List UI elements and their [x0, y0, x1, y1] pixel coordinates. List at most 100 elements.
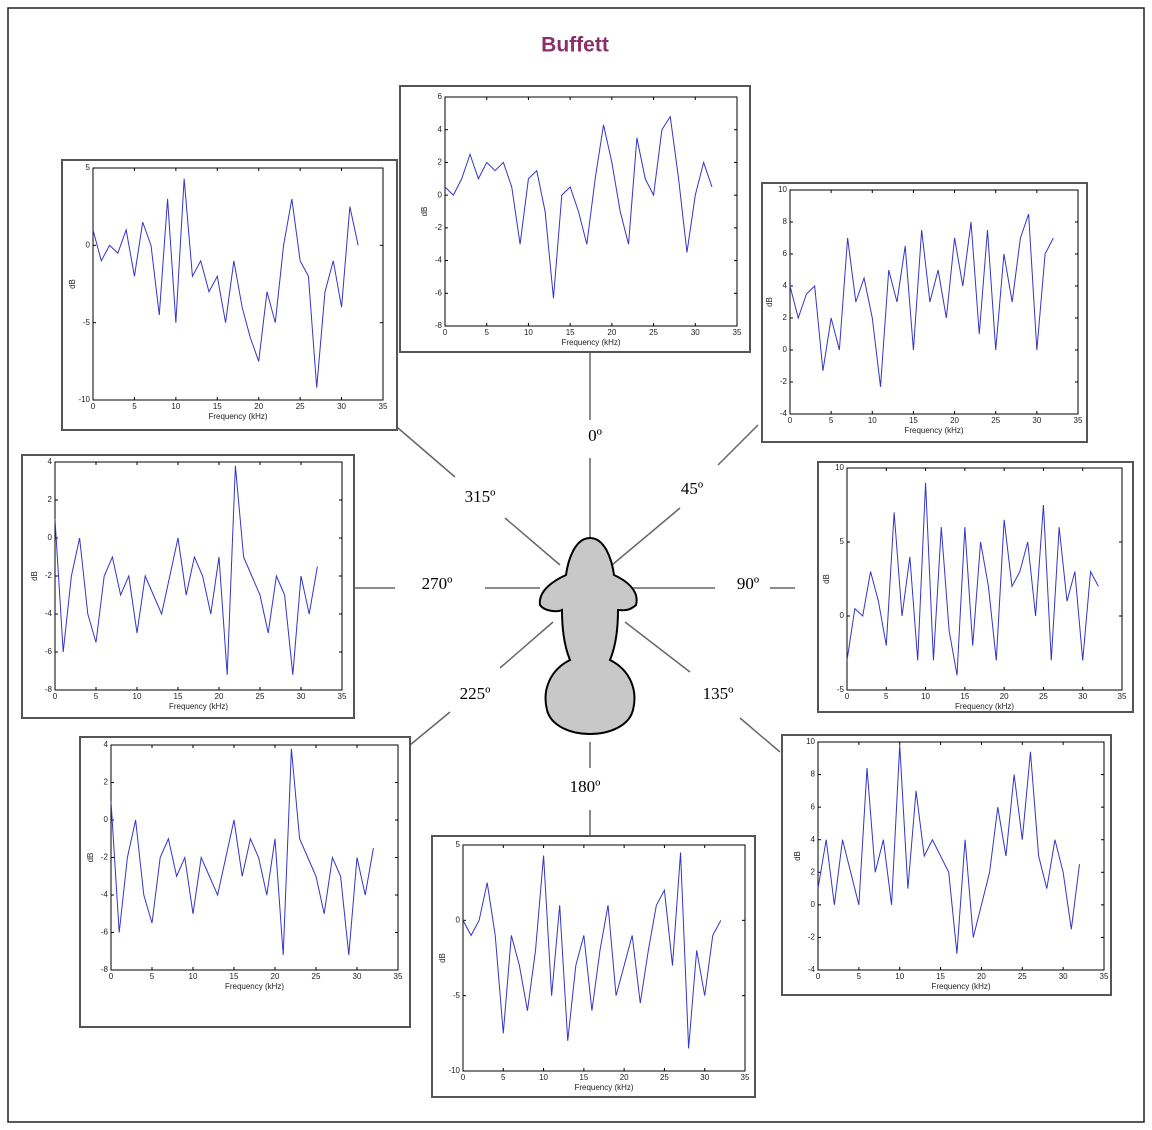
- y-tick-label: -5: [837, 685, 845, 694]
- x-tick-label: 15: [960, 692, 969, 701]
- spectrum-chart: 0 5 10 15 20 25 30 35 -10 -5 0 5 Frequency (kHz) dB: [431, 835, 756, 1098]
- y-tick-label: 0: [438, 190, 443, 199]
- y-tick-label: -2: [808, 933, 816, 942]
- y-tick-label: -5: [83, 318, 91, 327]
- x-tick-label: 0: [845, 692, 850, 701]
- plot-area: [846, 467, 1123, 691]
- direction-label: 90º: [737, 574, 759, 593]
- spectrum-chart: 0 5 10 15 20 25 30 35 -4 -2 0 2 4 6 8 10 Frequency (kHz)…: [761, 182, 1088, 443]
- spectrum-chart: 0 5 10 15 20 25 30 35 -8 -6 -4 -2 0 2 4 6 Frequency (kHz…: [399, 85, 751, 353]
- y-tick-label: 2: [48, 495, 53, 504]
- radial-line: [504, 517, 561, 566]
- x-tick-label: 15: [213, 402, 222, 411]
- x-tick-label: 10: [921, 692, 930, 701]
- y-axis-label: dB: [86, 853, 95, 863]
- y-tick-label: -6: [45, 647, 53, 656]
- y-tick-label: 4: [438, 125, 443, 134]
- x-tick-label: 0: [443, 328, 448, 337]
- direction-label: 135º: [703, 684, 734, 703]
- x-tick-label: 20: [271, 972, 280, 981]
- y-tick-label: 0: [456, 915, 461, 924]
- x-tick-label: 30: [1078, 692, 1087, 701]
- x-axis-label: Frequency (kHz): [904, 426, 963, 435]
- direction-label: 225º: [460, 684, 491, 703]
- y-tick-label: 4: [104, 740, 109, 749]
- y-tick-label: 0: [48, 533, 53, 542]
- spectrum-line: [54, 465, 318, 675]
- y-tick-label: -2: [435, 223, 443, 232]
- y-tick-label: 5: [840, 537, 845, 546]
- x-tick-label: 15: [566, 328, 575, 337]
- radial-line: [611, 507, 681, 566]
- x-axis-label: Frequency (kHz): [931, 982, 990, 991]
- radial-line: [717, 424, 759, 466]
- direction-label: 180º: [570, 777, 601, 796]
- y-tick-label: -2: [101, 853, 109, 862]
- x-tick-label: 30: [353, 972, 362, 981]
- spectrum-line: [92, 178, 359, 388]
- y-tick-label: -4: [808, 965, 816, 974]
- radial-line: [739, 717, 781, 753]
- x-tick-label: 5: [501, 1073, 506, 1082]
- y-tick-label: 4: [811, 835, 816, 844]
- y-tick-label: -6: [101, 928, 109, 937]
- y-tick-label: -4: [435, 256, 443, 265]
- x-tick-label: 10: [171, 402, 180, 411]
- x-tick-label: 0: [91, 402, 96, 411]
- x-tick-label: 30: [1059, 972, 1068, 981]
- y-tick-label: 4: [48, 457, 53, 466]
- figure-title: Buffett: [541, 34, 609, 57]
- x-tick-label: 25: [649, 328, 658, 337]
- y-tick-label: 6: [783, 249, 788, 258]
- x-tick-label: 25: [296, 402, 305, 411]
- spectrum-line: [846, 482, 1099, 676]
- radial-line: [409, 711, 451, 746]
- x-tick-label: 0: [816, 972, 821, 981]
- plot-area: [789, 189, 1079, 415]
- x-tick-label: 30: [337, 402, 346, 411]
- direction-label: 270º: [422, 574, 453, 593]
- y-tick-label: -4: [101, 890, 109, 899]
- y-tick-label: 4: [783, 281, 788, 290]
- x-tick-label: 5: [150, 972, 155, 981]
- x-tick-label: 0: [53, 692, 58, 701]
- y-tick-label: 0: [840, 611, 845, 620]
- y-tick-label: 5: [456, 840, 461, 849]
- x-tick-label: 10: [189, 972, 198, 981]
- x-tick-label: 10: [539, 1073, 548, 1082]
- y-tick-label: 0: [811, 900, 816, 909]
- radial-line: [499, 621, 554, 669]
- y-tick-label: 0: [86, 240, 91, 249]
- x-tick-label: 25: [991, 416, 1000, 425]
- y-tick-label: 0: [104, 815, 109, 824]
- y-tick-label: 5: [86, 163, 91, 172]
- x-tick-label: 15: [230, 972, 239, 981]
- radial-lines: [355, 353, 795, 835]
- y-tick-label: -4: [780, 409, 788, 418]
- x-tick-label: 5: [94, 692, 99, 701]
- spectrum-chart: 0 5 10 15 20 25 30 35 -8 -6 -4 -2 0 2 4 Frequency (kHz)…: [79, 736, 411, 1028]
- y-tick-label: 10: [835, 463, 844, 472]
- x-tick-label: 5: [857, 972, 862, 981]
- x-tick-label: 15: [909, 416, 918, 425]
- x-axis-label: Frequency (kHz): [169, 702, 228, 711]
- spectrum-line: [789, 213, 1054, 387]
- plot-area: [54, 461, 343, 691]
- x-tick-label: 35: [379, 402, 388, 411]
- y-axis-label: dB: [793, 851, 802, 861]
- y-tick-label: -8: [45, 685, 53, 694]
- x-tick-label: 20: [950, 416, 959, 425]
- y-tick-label: -2: [780, 377, 788, 386]
- direction-label: 45º: [681, 479, 703, 498]
- direction-label: 0º: [588, 426, 602, 445]
- direction-label: 315º: [465, 487, 496, 506]
- y-tick-label: 2: [783, 313, 788, 322]
- radial-line: [397, 427, 456, 478]
- spectrum-line: [462, 852, 722, 1049]
- x-tick-label: 10: [133, 692, 142, 701]
- x-tick-label: 20: [977, 972, 986, 981]
- x-axis-label: Frequency (kHz): [561, 338, 620, 347]
- y-tick-label: -5: [453, 991, 461, 1000]
- x-tick-label: 35: [733, 328, 742, 337]
